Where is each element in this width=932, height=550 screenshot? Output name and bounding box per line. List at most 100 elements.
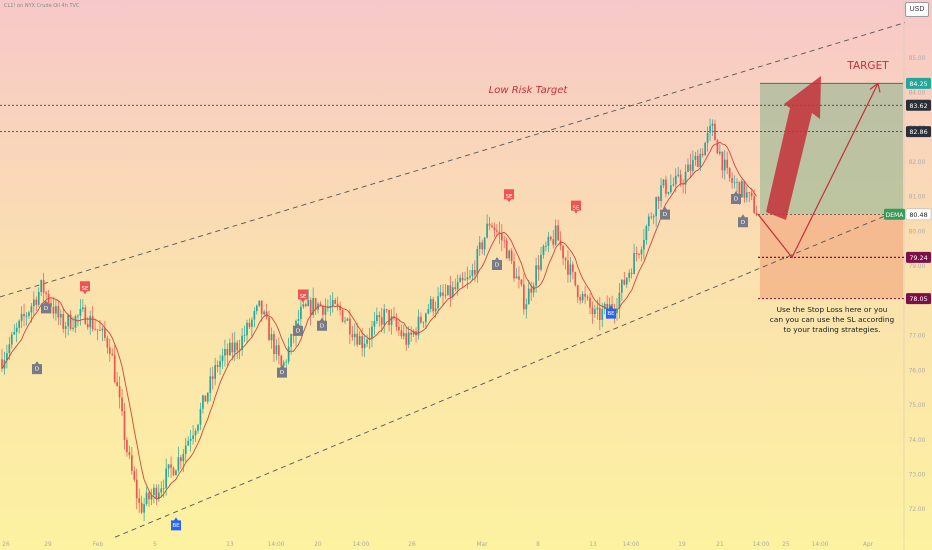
candle — [331, 292, 334, 313]
candle-body — [324, 307, 327, 315]
candle — [481, 239, 484, 255]
dema-tag-bg — [884, 208, 905, 220]
candle-body — [672, 184, 675, 186]
candle — [126, 437, 128, 457]
candle-body — [96, 329, 99, 331]
candle-body — [214, 365, 216, 379]
candle — [709, 118, 711, 142]
marker-shape — [277, 364, 287, 378]
candle — [486, 214, 488, 239]
candle-body — [491, 225, 493, 228]
candle — [236, 339, 239, 360]
candle — [214, 357, 216, 386]
time-axis[interactable]: 26 29 Feb 5 13 14:00 20 14:00 26 Mar 8 13 14:00 19 21 1… — [2, 542, 873, 548]
candle — [133, 466, 136, 482]
candle — [677, 166, 680, 178]
candle — [755, 205, 758, 217]
candle — [500, 224, 503, 252]
candle — [297, 309, 300, 326]
candle-body — [576, 285, 579, 298]
candle-body — [527, 288, 530, 305]
candle — [143, 497, 145, 522]
candle-body — [449, 285, 452, 297]
candle-body — [689, 164, 692, 171]
x-tick-label: 14:00 — [268, 542, 285, 548]
candle — [37, 287, 40, 307]
candle — [189, 429, 192, 452]
candle-body — [1, 359, 3, 369]
candle — [694, 151, 697, 166]
candle-body — [104, 328, 106, 338]
candle-body — [358, 336, 361, 345]
candle — [447, 284, 449, 296]
candle — [415, 327, 417, 343]
candle-body — [363, 343, 366, 349]
candle-body — [25, 315, 28, 317]
candle — [579, 294, 582, 305]
candle-body — [282, 362, 285, 367]
candle-body — [157, 492, 160, 499]
candle — [378, 311, 381, 327]
candle-body — [111, 353, 114, 356]
candle — [187, 436, 190, 447]
candle-body — [586, 296, 589, 298]
y-tick-label: 81.00 — [909, 195, 926, 201]
candle — [74, 314, 77, 333]
candle — [684, 164, 687, 194]
currency-selector[interactable]: USD — [905, 2, 929, 17]
candle — [496, 224, 498, 237]
candle — [204, 395, 207, 402]
candle — [647, 213, 650, 231]
signal-marker-gray: D — [32, 361, 42, 375]
candle-body — [113, 355, 116, 383]
candle-body — [312, 298, 314, 315]
candle-body — [226, 348, 229, 356]
candle — [701, 148, 704, 158]
candle-body — [380, 317, 383, 325]
candle-body — [745, 192, 748, 198]
candle-body — [716, 140, 719, 154]
candle — [241, 327, 243, 356]
x-tick-label: 20 — [314, 542, 322, 548]
stop-note-line-2: can you can use the SL according — [770, 315, 895, 324]
candle — [493, 222, 496, 238]
candle — [439, 284, 442, 298]
candle-body — [101, 328, 104, 331]
candle-body — [471, 270, 474, 277]
candle — [442, 284, 444, 306]
candle — [341, 309, 344, 323]
candle — [625, 276, 628, 288]
candle — [721, 151, 724, 179]
candle-body — [510, 250, 513, 262]
signal-marker-gray: D — [660, 206, 670, 220]
candle-body — [692, 159, 694, 171]
candle-body — [290, 334, 292, 347]
candle — [640, 246, 643, 262]
candle — [410, 326, 412, 342]
chart-annotations: Low Risk Target TARGET Use the Stop Loss… — [489, 60, 895, 334]
candle-body — [390, 316, 393, 326]
candle — [564, 256, 567, 270]
candle — [206, 391, 209, 405]
candle — [180, 455, 182, 469]
candle-body — [755, 212, 758, 216]
candle — [260, 300, 263, 322]
candle-body — [74, 316, 77, 328]
candle — [309, 297, 312, 326]
candle-body — [542, 246, 545, 255]
candle-body — [611, 304, 613, 310]
candle — [665, 175, 667, 198]
candle — [483, 237, 486, 256]
candle — [339, 301, 341, 316]
candle-body — [425, 313, 427, 322]
candle-body — [67, 314, 69, 327]
x-tick-label: 29 — [44, 542, 52, 548]
candle-body — [251, 319, 253, 327]
candle-body — [255, 305, 258, 312]
candle — [194, 428, 197, 443]
candle — [385, 308, 388, 313]
candle — [248, 318, 251, 330]
candle — [255, 304, 258, 315]
candle — [488, 216, 491, 231]
